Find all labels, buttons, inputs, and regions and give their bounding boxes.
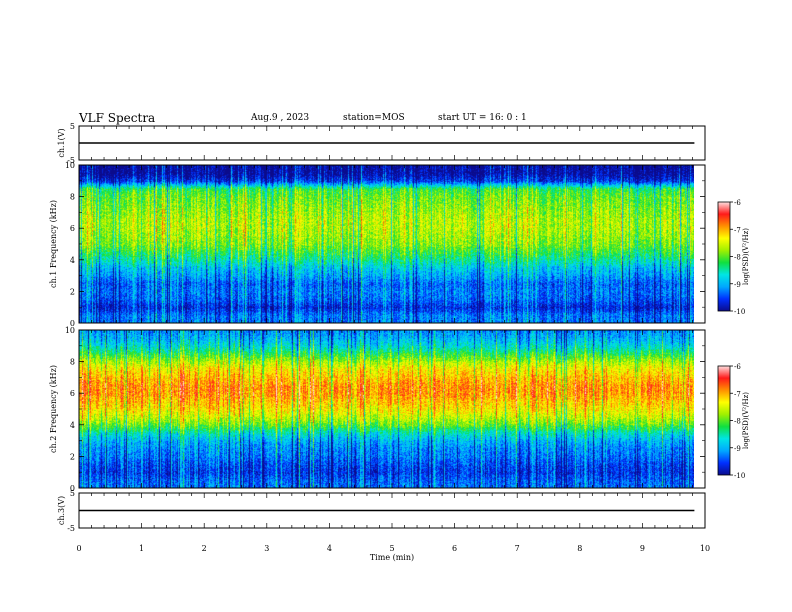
colorbar-label: log(PSD)(V²/Hz) — [742, 392, 750, 449]
x-tick-label: 2 — [202, 544, 207, 553]
ch2-spectrogram-colorbar — [717, 365, 731, 476]
x-tick-label: 5 — [389, 544, 394, 553]
colorbar-tick-label: -6 — [734, 363, 741, 371]
ch2-spectrogram-ylabel: ch.2 Frequency (kHz) — [49, 365, 58, 453]
colorbar-tick-label: -6 — [734, 199, 741, 207]
y-tick-label: -5 — [67, 524, 75, 533]
x-tick-label: 10 — [700, 544, 710, 553]
ch1-spectrogram-image — [79, 165, 694, 323]
x-tick-label: 7 — [515, 544, 520, 553]
ch1-voltage-ylabel: ch.1(V) — [57, 128, 66, 157]
y-tick-label: 8 — [70, 193, 75, 202]
colorbar-tick-label: -8 — [734, 418, 741, 426]
y-tick-label: 0 — [70, 319, 75, 328]
y-tick-label: 0 — [70, 484, 75, 493]
y-tick-label: 4 — [70, 421, 75, 430]
x-tick-label: 9 — [640, 544, 645, 553]
colorbar-tick-label: -7 — [734, 390, 741, 398]
ch2-spectrogram-panel: -6 -7 -8 -9 -10 log(PSD)(V²/Hz) 0 2 4 6 8 10 ch.2 Fr… — [49, 326, 750, 493]
header-start-time: start UT = 16: 0 : 1 — [438, 113, 527, 123]
y-tick-label: 2 — [70, 452, 75, 461]
y-tick-label: 10 — [65, 161, 75, 170]
ch1-spectrogram-colorbar — [717, 201, 731, 312]
y-tick-label: 5 — [70, 122, 75, 131]
x-tick-label: 8 — [577, 544, 582, 553]
y-tick-label: 2 — [70, 287, 75, 296]
x-tick-label: 1 — [139, 544, 144, 553]
ch3-voltage-ylabel: ch.3(V) — [57, 496, 66, 525]
y-tick-label: 4 — [70, 256, 75, 265]
x-tick-label: 3 — [264, 544, 269, 553]
header-station: station=MOS — [343, 113, 405, 123]
x-tick-label: 6 — [452, 544, 457, 553]
y-tick-label: 6 — [70, 224, 75, 233]
y-tick-label: -5 — [67, 156, 75, 165]
x-axis-label: Time (min) — [370, 553, 414, 562]
ch1-voltage-panel: 5 -5ch.1(V) — [57, 122, 706, 165]
colorbar-tick-label: -10 — [734, 472, 745, 480]
ch1-spectrogram-panel: -6 -7 -8 -9 -10 log(PSD)(V²/Hz) 0 2 4 6 8 10 ch.1 Fr… — [49, 161, 750, 328]
y-tick-label: 5 — [70, 489, 75, 498]
colorbar-tick-label: -8 — [734, 254, 741, 262]
header-date: Aug.9 , 2023 — [251, 113, 310, 123]
colorbar-tick-label: -10 — [734, 308, 745, 316]
y-tick-label: 6 — [70, 389, 75, 398]
ch1-spectrogram-ylabel: ch.1 Frequency (kHz) — [49, 200, 58, 288]
chart-title: VLF Spectra — [79, 111, 156, 125]
ch3-voltage-panel: 5 -5ch.3(V) 0 1 2 3 4 5 6 7 8 9 10 Time (min) — [57, 489, 710, 562]
colorbar-tick-label: -9 — [734, 281, 741, 289]
colorbar-label: log(PSD)(V²/Hz) — [742, 228, 750, 285]
colorbar-tick-label: -7 — [734, 226, 741, 234]
colorbar-tick-label: -9 — [734, 445, 741, 453]
x-tick-label: 0 — [76, 544, 81, 553]
x-tick-label: 4 — [327, 544, 332, 553]
ch2-spectrogram-image — [79, 330, 694, 488]
y-tick-label: 8 — [70, 358, 75, 367]
y-tick-label: 10 — [65, 326, 75, 335]
